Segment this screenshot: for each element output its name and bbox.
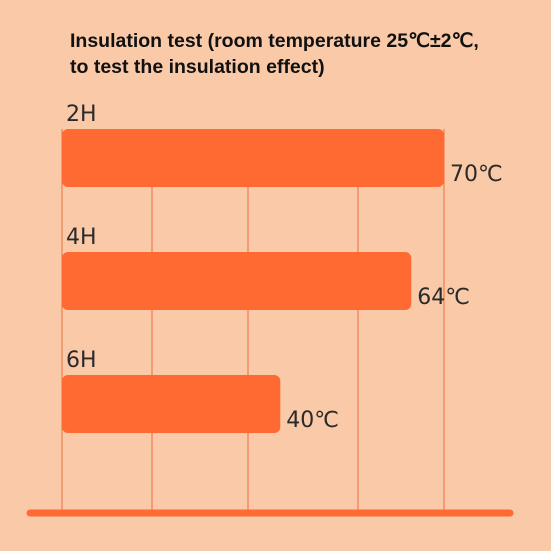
- chart-title: Insulation test (room temperature 25℃±2℃…: [70, 28, 540, 80]
- category-label-4h: 4H: [66, 225, 97, 250]
- labels: 2H 70℃ 4H 64℃ 6H 40℃: [66, 102, 503, 433]
- bar-4h: [62, 252, 412, 310]
- category-label-6h: 6H: [66, 348, 97, 373]
- value-label-2h: 70℃: [450, 162, 503, 187]
- chart-title-line-1: Insulation test (room temperature 25℃±2℃…: [70, 30, 479, 52]
- value-label-6h: 40℃: [286, 408, 339, 433]
- gridlines: [61, 129, 445, 512]
- bar-2h: [62, 129, 444, 187]
- bar-6h: [62, 375, 281, 433]
- category-label-2h: 2H: [66, 102, 97, 127]
- bars: [62, 129, 444, 433]
- chart-title-line-2: to test the insulation effect): [70, 56, 325, 78]
- value-label-4h: 64℃: [417, 285, 470, 310]
